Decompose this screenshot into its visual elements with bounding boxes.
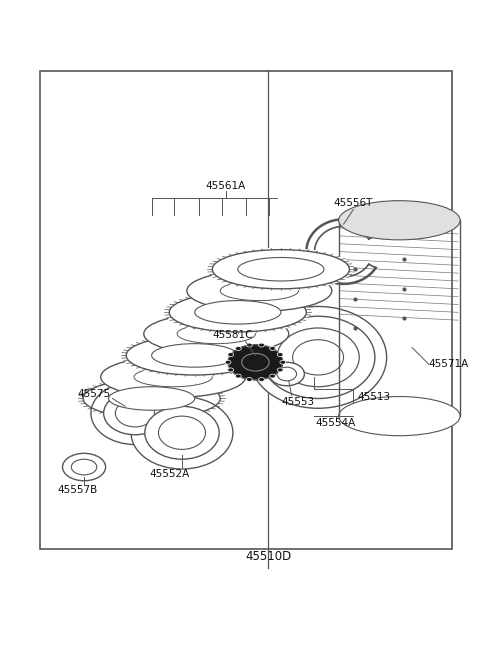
Ellipse shape (131, 396, 233, 469)
Ellipse shape (235, 346, 241, 350)
Ellipse shape (122, 334, 267, 377)
Text: 45575: 45575 (77, 388, 110, 399)
Ellipse shape (158, 416, 205, 449)
Ellipse shape (246, 377, 252, 381)
Ellipse shape (270, 374, 276, 378)
Ellipse shape (187, 271, 332, 311)
Text: 45554A: 45554A (316, 418, 356, 428)
Bar (40, 71, 452, 549)
Ellipse shape (339, 396, 460, 436)
Ellipse shape (115, 400, 155, 427)
Ellipse shape (72, 459, 97, 475)
Ellipse shape (280, 360, 286, 364)
Text: 45557B: 45557B (57, 485, 97, 495)
Ellipse shape (277, 328, 359, 386)
Ellipse shape (79, 377, 224, 420)
Ellipse shape (104, 392, 166, 435)
Ellipse shape (259, 377, 264, 381)
Text: 45510D: 45510D (245, 550, 291, 563)
Ellipse shape (228, 352, 234, 356)
Text: 45553: 45553 (282, 396, 315, 407)
Ellipse shape (108, 386, 195, 410)
Ellipse shape (293, 340, 344, 375)
Ellipse shape (91, 382, 179, 445)
Ellipse shape (242, 354, 269, 371)
Ellipse shape (250, 307, 387, 408)
Text: 45556T: 45556T (334, 198, 373, 208)
Ellipse shape (152, 344, 238, 367)
Ellipse shape (277, 368, 283, 372)
Ellipse shape (208, 248, 353, 291)
Ellipse shape (277, 352, 283, 356)
Ellipse shape (264, 318, 372, 396)
Ellipse shape (339, 200, 460, 240)
Ellipse shape (145, 406, 219, 459)
Ellipse shape (225, 360, 231, 364)
Ellipse shape (238, 257, 324, 281)
Ellipse shape (134, 367, 212, 386)
Ellipse shape (220, 281, 299, 301)
Text: 45581C: 45581C (213, 329, 253, 340)
Ellipse shape (177, 324, 255, 344)
Ellipse shape (235, 374, 241, 378)
Ellipse shape (165, 291, 310, 334)
Ellipse shape (281, 330, 355, 384)
Ellipse shape (62, 453, 106, 481)
Ellipse shape (101, 356, 246, 398)
Ellipse shape (277, 367, 297, 381)
Ellipse shape (259, 343, 264, 347)
Text: 45513: 45513 (357, 392, 390, 402)
Ellipse shape (270, 346, 276, 350)
Ellipse shape (228, 345, 283, 380)
Ellipse shape (246, 343, 252, 347)
Text: 45571A: 45571A (429, 359, 469, 369)
Ellipse shape (261, 316, 375, 398)
Ellipse shape (228, 368, 234, 372)
Text: 45561A: 45561A (206, 181, 246, 191)
Ellipse shape (269, 362, 304, 386)
Ellipse shape (195, 301, 281, 324)
Ellipse shape (144, 313, 289, 354)
Text: 45552A: 45552A (149, 469, 190, 479)
